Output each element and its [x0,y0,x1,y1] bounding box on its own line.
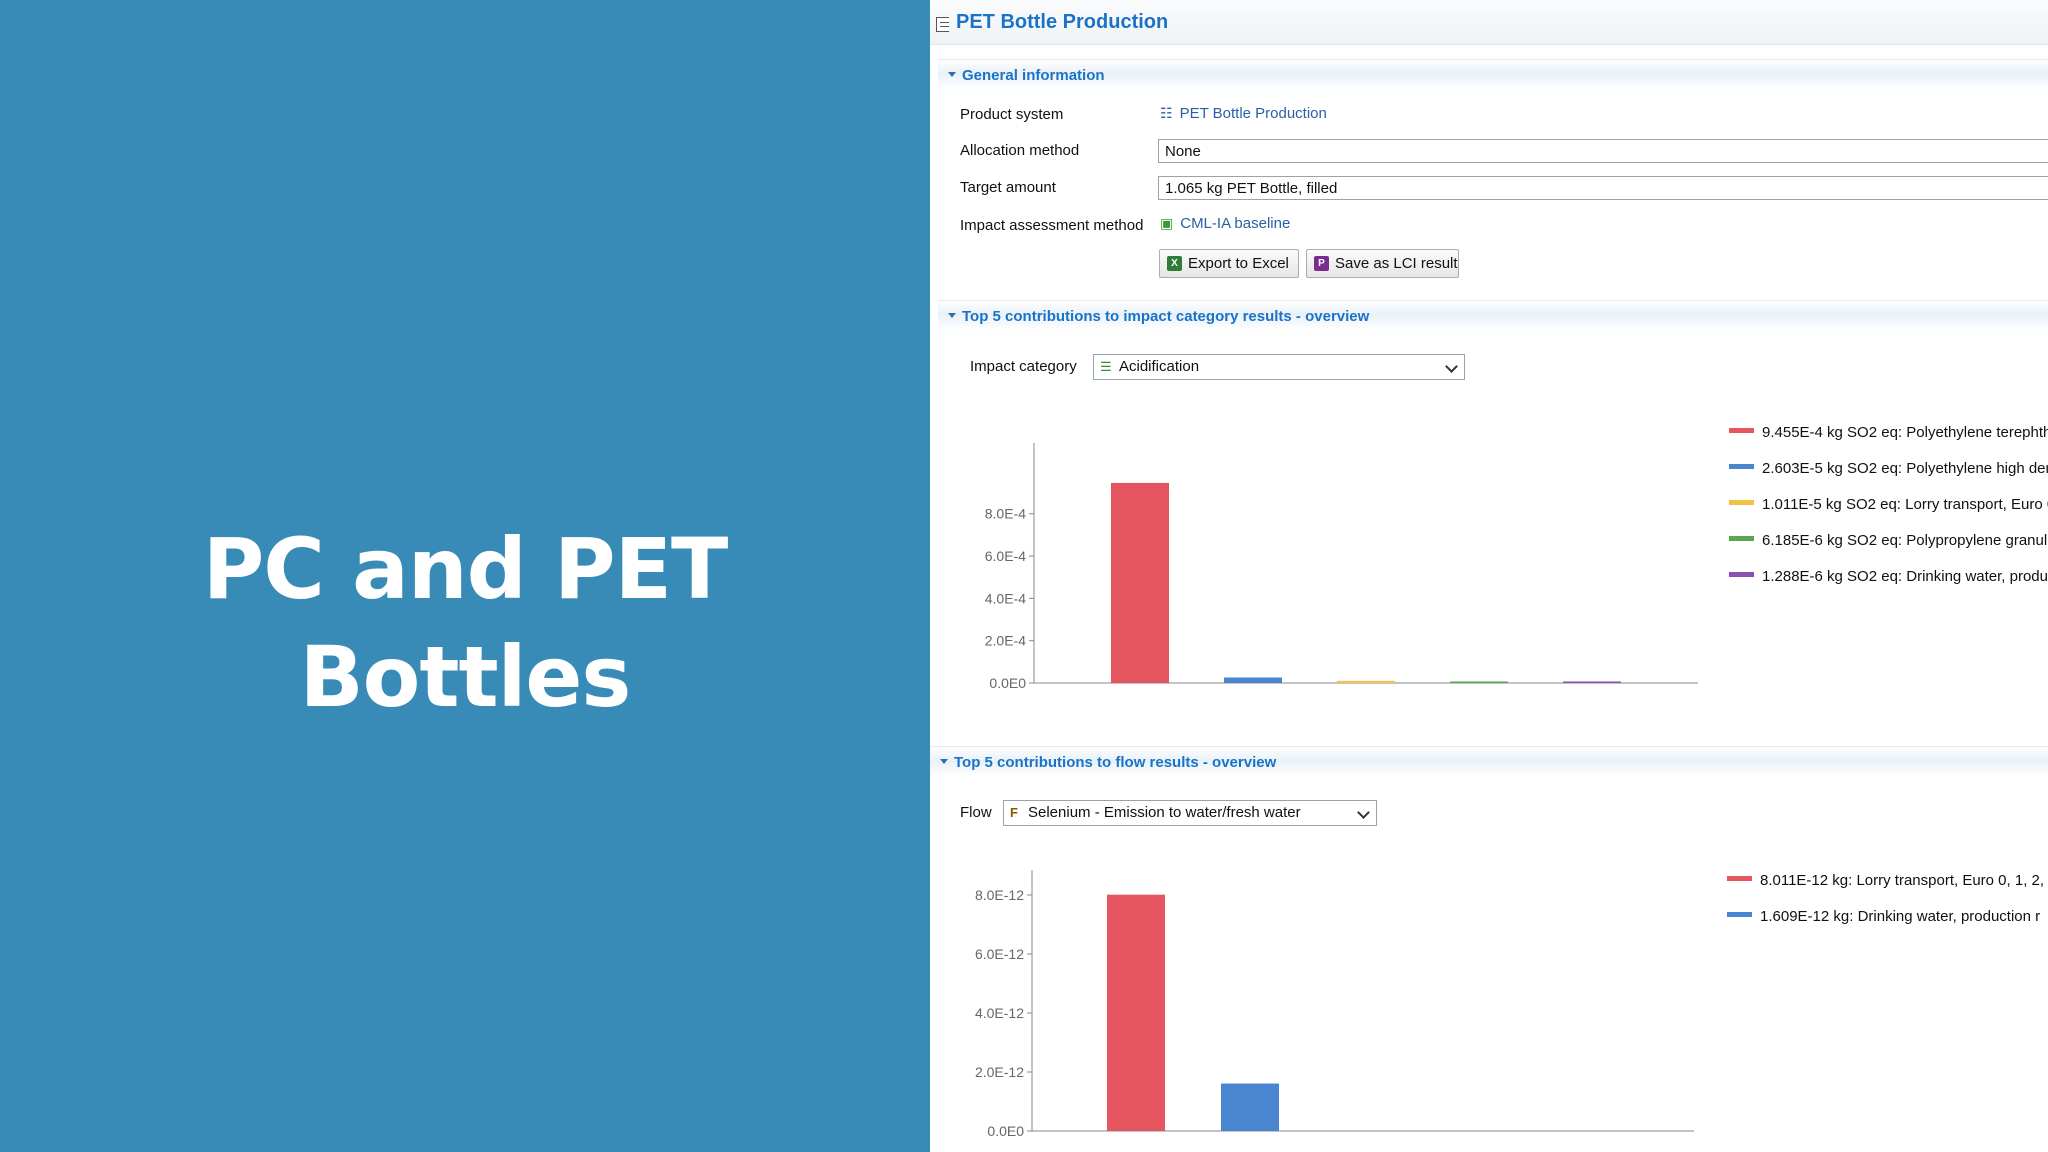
y-tick-label: 8.0E-4 [985,506,1026,522]
impact-method-link-text[interactable]: CML-IA baseline [1180,215,1291,232]
slide-title-line-2: Bottles [299,628,632,726]
legend-label: 9.455E-4 kg SO2 eq: Polyethylene terepht… [1762,424,2048,441]
collapse-triangle-icon[interactable] [948,72,956,77]
legend-label: 1.609E-12 kg: Drinking water, production… [1760,908,2040,925]
section-top5-flow[interactable]: Top 5 contributions to flow results - ov… [930,746,2048,777]
legend-label: 6.185E-6 kg SO2 eq: Polypropylene granul [1762,532,2047,549]
y-tick-label: 6.0E-4 [985,548,1026,564]
bar [1563,681,1621,683]
impact-category-label: Impact category [970,358,1077,375]
legend-swatch [1727,876,1752,881]
product-system-link-text[interactable]: PET Bottle Production [1179,105,1327,122]
y-tick-label: 0.0E0 [989,675,1026,691]
export-to-excel-label: Export to Excel [1188,255,1289,272]
y-tick-label: 8.0E-12 [975,887,1024,903]
y-tick-label: 6.0E-12 [975,946,1024,962]
product-system-label: Product system [960,106,1064,123]
y-tick-label: 0.0E0 [987,1123,1024,1139]
flow-label: Flow [960,804,992,821]
impact-contribution-chart: 0.0E0 2.0E-4 4.0E-4 6.0E-4 8.0E-4 9.455E-4 kg… [985,424,2048,691]
olca-editor-window: PET Bottle Production General informatio… [930,0,2048,1152]
bar [1221,1083,1279,1131]
section-title: Top 5 contributions to impact category r… [962,308,1370,325]
section-title: General information [962,67,1105,84]
editor-header: PET Bottle Production [930,0,2048,45]
legend-swatch [1729,500,1754,505]
section-title: Top 5 contributions to flow results - ov… [954,754,1277,771]
y-tick-label: 2.0E-4 [985,633,1026,649]
collapse-triangle-icon[interactable] [948,313,956,318]
flow-contribution-chart: 0.0E0 2.0E-12 4.0E-12 6.0E-12 8.0E-12 8.011E-… [975,870,2044,1139]
target-amount-label: Target amount [960,179,1056,196]
bar [1450,681,1508,683]
product-system-link[interactable]: ☷ PET Bottle Production [1160,105,1327,122]
legend-label: 1.011E-5 kg SO2 eq: Lorry transport, Eur… [1762,496,2048,513]
impact-category-icon: ☰ [1100,359,1112,374]
section-top5-impact[interactable]: Top 5 contributions to impact category r… [938,300,2048,331]
hierarchy-icon: ☷ [1160,105,1173,121]
editor-title: PET Bottle Production [956,11,1169,33]
flow-icon: F [1010,805,1018,820]
editor-icon [936,17,949,32]
legend-swatch [1729,572,1754,577]
y-tick-label: 4.0E-4 [985,590,1026,606]
bar [1337,680,1395,683]
legend-label: 2.603E-5 kg SO2 eq: Polyethylene high de… [1762,460,2048,477]
impact-category-dropdown[interactable]: ☰ Acidification [1093,354,1465,380]
allocation-method-label: Allocation method [960,142,1080,159]
impact-method-link[interactable]: ▣ CML-IA baseline [1160,215,1290,232]
legend-swatch [1729,428,1754,433]
section-general-information[interactable]: General information [938,59,2048,90]
save-as-lci-result-label: Save as LCI result [1335,255,1458,272]
chevron-down-icon[interactable] [1357,806,1370,819]
slide-title-line-1: PC and PET [202,520,729,618]
flow-dropdown[interactable]: F Selenium - Emission to water/fresh wat… [1003,800,1377,826]
flow-value: Selenium - Emission to water/fresh water [1028,804,1301,821]
slide-title: PC and PET Bottles [0,515,930,731]
impact-method-icon: ▣ [1160,215,1174,231]
bar [1107,894,1165,1131]
impact-method-label: Impact assessment method [960,217,1144,234]
excel-icon: X [1167,256,1182,271]
legend-swatch [1727,912,1752,917]
legend-label: 1.288E-6 kg SO2 eq: Drinking water, prod… [1762,568,2048,585]
slide-title-panel: PC and PET Bottles [0,0,930,1152]
legend-swatch [1729,536,1754,541]
y-tick-label: 4.0E-12 [975,1005,1024,1021]
bar [1224,677,1282,683]
export-to-excel-button[interactable]: X Export to Excel [1159,249,1299,278]
legend-label: 8.011E-12 kg: Lorry transport, Euro 0, 1… [1760,872,2044,889]
bar [1111,482,1169,683]
collapse-triangle-icon[interactable] [940,759,948,764]
save-as-lci-result-button[interactable]: P Save as LCI result [1306,249,1459,278]
allocation-method-field[interactable]: None [1158,139,2048,163]
legend-swatch [1729,464,1754,469]
lci-result-icon: P [1314,256,1329,271]
impact-category-value: Acidification [1119,358,1200,375]
chevron-down-icon[interactable] [1445,360,1458,373]
target-amount-field[interactable]: 1.065 kg PET Bottle, filled [1158,176,2048,200]
y-tick-label: 2.0E-12 [975,1064,1024,1080]
